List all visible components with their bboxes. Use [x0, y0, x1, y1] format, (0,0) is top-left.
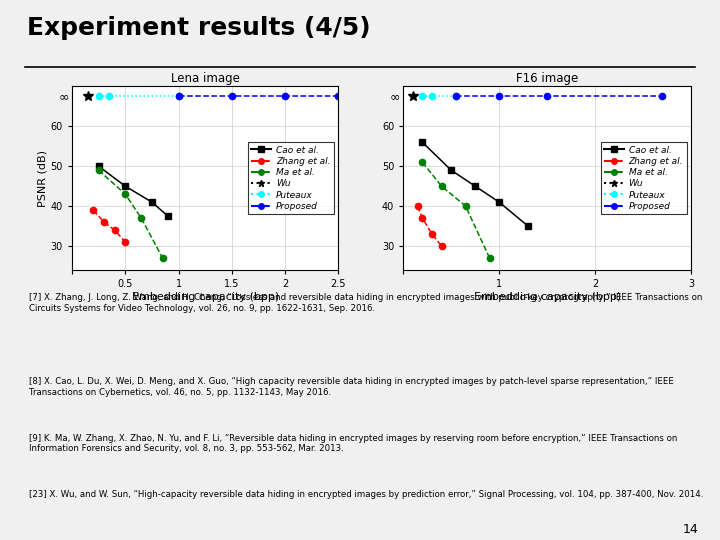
Text: $\infty$: $\infty$ [58, 90, 69, 103]
X-axis label: Embedding capacity (bpp): Embedding capacity (bpp) [474, 292, 621, 302]
Y-axis label: PSNR (dB): PSNR (dB) [38, 150, 48, 207]
Text: Experiment results (4/5): Experiment results (4/5) [27, 16, 371, 40]
Legend: Cao et al., Zhang et al., Ma et al., Wu, Puteaux, Proposed: Cao et al., Zhang et al., Ma et al., Wu,… [248, 142, 334, 214]
Legend: Cao et al., Zhang et al., Ma et al., Wu, Puteaux, Proposed: Cao et al., Zhang et al., Ma et al., Wu,… [600, 142, 687, 214]
Text: 14: 14 [683, 523, 698, 536]
Text: [9] K. Ma, W. Zhang, X. Zhao, N. Yu, and F. Li, “Reversible data hiding in encry: [9] K. Ma, W. Zhang, X. Zhao, N. Yu, and… [29, 434, 678, 453]
Text: [7] X. Zhang, J. Long, Z. Wang, and H. Cheng, “Lossless and reversible data hidi: [7] X. Zhang, J. Long, Z. Wang, and H. C… [29, 293, 702, 313]
Text: $\infty$: $\infty$ [390, 90, 400, 103]
Title: Lena image: Lena image [171, 72, 240, 85]
Title: F16 image: F16 image [516, 72, 578, 85]
Text: [23] X. Wu, and W. Sun, “High-capacity reversible data hiding in encrypted image: [23] X. Wu, and W. Sun, “High-capacity r… [29, 490, 703, 498]
Text: [8] X. Cao, L. Du, X. Wei, D. Meng, and X. Guo, “High capacity reversible data h: [8] X. Cao, L. Du, X. Wei, D. Meng, and … [29, 377, 674, 397]
X-axis label: Embedding capacity (bpp): Embedding capacity (bpp) [132, 292, 279, 302]
